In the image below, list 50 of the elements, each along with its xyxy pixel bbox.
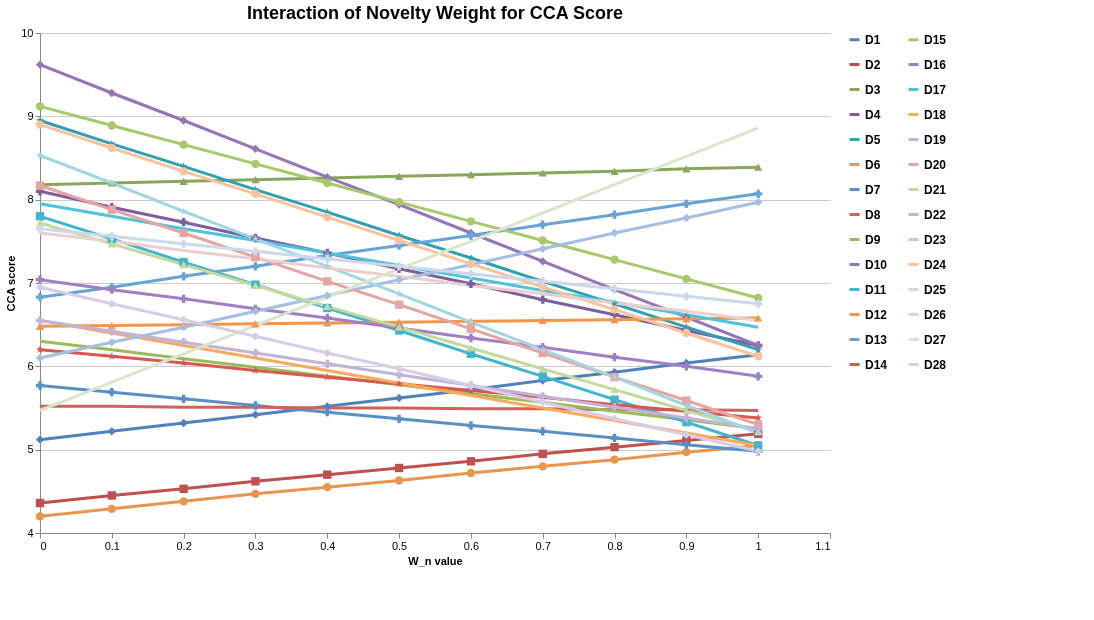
legend-label: D6 [865,157,881,172]
y-tick-label: 6 [27,359,34,372]
x-tick-label: 0.5 [391,539,408,552]
x-tick-label: 0.7 [535,539,551,552]
legend-label: D11 [865,282,887,297]
x-tick-label: 0.1 [104,539,120,552]
x-tick-label: 0 [40,539,47,552]
y-tick-label: 10 [21,26,34,39]
legend-label: D22 [924,207,947,222]
x-tick-label: 0.4 [320,539,336,552]
x-axis-title: W_n value [408,554,463,567]
x-tick-label: 1.1 [815,539,831,552]
legend-label: D16 [924,57,947,72]
legend-label: D8 [865,207,881,222]
legend-label: D12 [865,307,888,322]
y-tick-label: 5 [27,443,34,456]
legend-label: D1 [865,32,881,47]
legend-label: D10 [865,257,888,272]
y-axis-title: CCA score [5,255,18,312]
x-tick-label: 0.6 [463,539,480,552]
y-tick-label: 7 [27,276,34,289]
y-tick-label: 4 [27,526,34,539]
legend-label: D27 [924,332,947,347]
legend-label: D3 [865,82,881,97]
legend-label: D19 [924,132,947,147]
chart-title: Interaction of Novelty Weight for CCA Score [246,3,624,23]
legend-label: D14 [865,357,888,372]
legend-label: D15 [924,32,947,47]
legend-label: D4 [865,107,881,122]
legend-label: D7 [865,182,881,197]
legend-label: D23 [924,232,947,247]
legend-label: D28 [924,357,947,372]
legend-label: D26 [924,307,947,322]
legend-label: D21 [924,182,947,197]
x-tick-label: 0.8 [607,539,623,552]
x-tick-label: 0.2 [176,539,192,552]
legend-label: D5 [865,132,881,147]
legend-label: D20 [924,157,947,172]
x-tick-label: 0.9 [679,539,695,552]
legend-label: D18 [924,107,947,122]
legend-label: D13 [865,332,888,347]
x-tick-label: 0.3 [248,539,264,552]
y-tick-label: 9 [27,109,34,122]
legend-label: D17 [924,82,947,97]
legend-label: D9 [865,232,881,247]
legend-label: D24 [924,257,947,272]
x-tick-label: 1 [755,539,762,552]
y-tick-label: 8 [27,193,34,206]
legend-label: D2 [865,57,881,72]
legend-label: D25 [924,282,947,297]
